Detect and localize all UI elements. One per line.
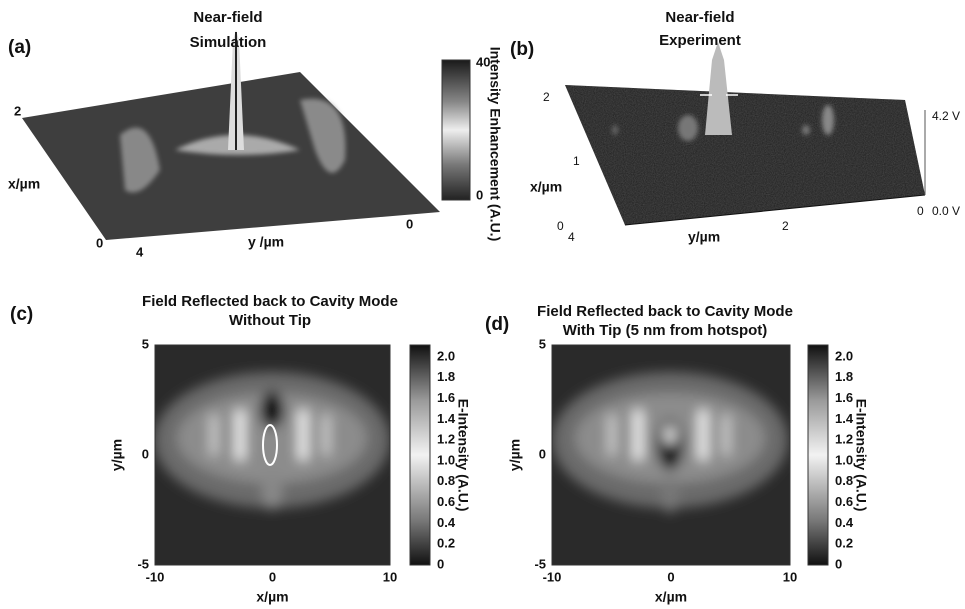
colorbar-tick: 0 — [437, 556, 444, 571]
colorbar-tick: 2.0 — [835, 348, 853, 363]
axis-label: x/µm — [530, 179, 562, 195]
surface-b — [565, 42, 925, 225]
colorbar-tick: 2.0 — [437, 348, 455, 363]
z-tick: 0.0 V — [932, 204, 960, 218]
panel-title: Without Tip — [229, 312, 311, 329]
panel-label: (a) — [8, 37, 31, 58]
colorbar-tick: 0.2 — [835, 536, 853, 551]
map-c — [154, 345, 390, 565]
axis-tick: 2 — [14, 103, 21, 118]
axis-tick: 0 — [96, 235, 103, 250]
axis-label: y/µm — [507, 439, 523, 471]
axis-label: y /µm — [248, 234, 284, 250]
axis-label: x/µm — [655, 589, 687, 605]
colorbar-tick: 1.0 — [437, 452, 455, 467]
colorbar-tick: 0 — [476, 187, 483, 202]
colorbar-d — [808, 345, 828, 565]
axis-tick: 0 — [917, 204, 924, 218]
figure: (a) Near-field Simulation x/µm y /µm 2 0… — [0, 0, 965, 609]
axis-tick: 4 — [568, 230, 575, 244]
panel-label: (d) — [485, 314, 509, 335]
y-tick-label: 5 — [539, 336, 546, 351]
colorbar-label: E-Intensity (A.U.) — [455, 399, 471, 512]
axis-tick: 0 — [406, 216, 413, 231]
colorbar-tick: 1.4 — [437, 411, 456, 426]
axis-tick: 0 — [557, 219, 564, 233]
colorbar-tick: 1.8 — [437, 369, 455, 384]
colorbar-tick: 1.2 — [437, 432, 455, 447]
axis-label: x/µm — [8, 176, 40, 192]
panel-label: (c) — [10, 304, 33, 325]
panel-title: With Tip (5 nm from hotspot) — [563, 322, 768, 339]
panel-title: Experiment — [659, 32, 741, 49]
axis-tick: 4 — [136, 244, 144, 259]
map-d — [552, 345, 790, 565]
axis-tick: 2 — [543, 90, 550, 104]
axis-label: y/µm — [109, 439, 125, 471]
colorbar-tick: 0.6 — [437, 494, 455, 509]
x-tick-label: -10 — [543, 569, 562, 584]
panel-title: Simulation — [190, 34, 267, 51]
panel-title: Field Reflected back to Cavity Mode — [537, 303, 793, 320]
colorbar-tick: 0.4 — [437, 515, 456, 530]
panel-label: (b) — [510, 39, 534, 60]
colorbar-a — [442, 60, 470, 200]
axis-tick: 2 — [782, 219, 789, 233]
x-tick-label: 10 — [783, 569, 797, 584]
annotation: 100 nm — [738, 78, 778, 92]
axis-label: x/µm — [256, 589, 288, 605]
colorbar-tick: 0.4 — [835, 515, 854, 530]
z-tick: 4.2 V — [932, 109, 960, 123]
x-tick-label: 0 — [667, 569, 674, 584]
y-tick-label: 0 — [539, 446, 546, 461]
colorbar-tick: 1.8 — [835, 369, 853, 384]
surface-a — [22, 30, 440, 240]
axis-label: y/µm — [688, 229, 720, 245]
colorbar-tick: 0.8 — [437, 473, 455, 488]
colorbar-tick: 1.4 — [835, 411, 854, 426]
colorbar-tick: 1.2 — [835, 432, 853, 447]
colorbar-tick: 0.2 — [437, 536, 455, 551]
panel-title: Field Reflected back to Cavity Mode — [142, 293, 398, 310]
y-tick-label: 0 — [142, 446, 149, 461]
x-tick-label: 0 — [269, 569, 276, 584]
colorbar-label: Intensity Enhancement (A.U.) — [487, 47, 503, 241]
colorbar-tick: 1.6 — [835, 390, 853, 405]
y-tick-label: 5 — [142, 336, 149, 351]
axis-tick: 1 — [573, 154, 580, 168]
x-tick-label: -10 — [146, 569, 165, 584]
panel-title: Near-field — [665, 9, 734, 26]
panel-title: Near-field — [193, 9, 262, 26]
colorbar-tick: 1.0 — [835, 452, 853, 467]
colorbar-label: E-Intensity (A.U.) — [853, 399, 869, 512]
colorbar-tick: 0.6 — [835, 494, 853, 509]
colorbar-tick: 0.8 — [835, 473, 853, 488]
colorbar-tick: 1.6 — [437, 390, 455, 405]
x-tick-label: 10 — [383, 569, 397, 584]
colorbar-c — [410, 345, 430, 565]
colorbar-tick: 0 — [835, 556, 842, 571]
